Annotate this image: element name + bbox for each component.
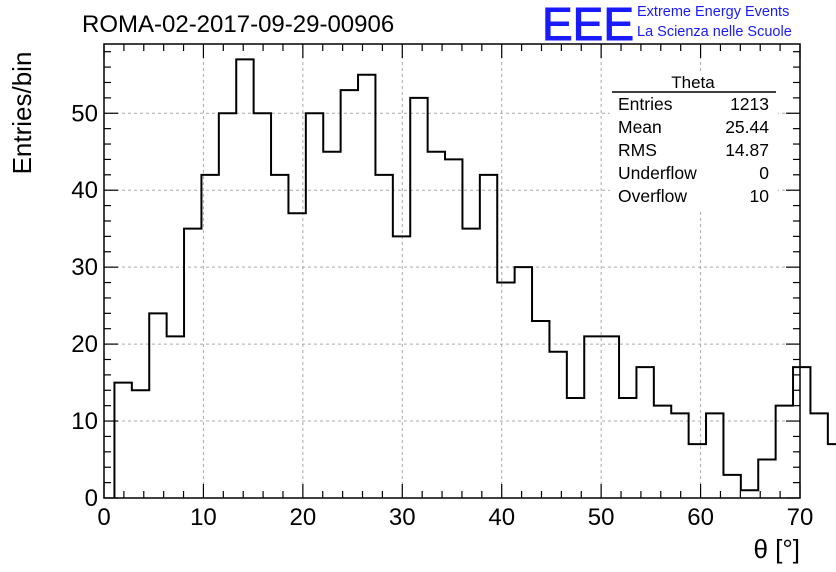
- eee-logo-text: EEE: [542, 2, 634, 42]
- stats-row-value: 1213: [730, 94, 769, 114]
- histogram-line: [113, 58, 836, 498]
- y-axis-label: Entries/bin: [7, 52, 37, 175]
- y-tick-label: 30: [71, 254, 98, 281]
- stats-row-value: 14.87: [725, 140, 769, 160]
- stats-row-label: Mean: [618, 117, 662, 137]
- stats-box-background: [610, 74, 778, 211]
- stats-row-label: Overflow: [618, 186, 687, 206]
- x-tick-label: 20: [290, 504, 317, 531]
- x-tick-label: 30: [389, 504, 416, 531]
- stats-row-label: Underflow: [618, 163, 697, 183]
- stats-box: Theta Entries 1213 Mean 25.44 RMS 14.87 Underf…: [610, 73, 778, 211]
- axis-tick-labels: 0 10 20 30 40 50 60 70 0 10 20 30 40 50: [71, 100, 813, 531]
- brand-line-2: La Scienza nelle Scuole: [637, 24, 792, 40]
- x-tick-label: 70: [787, 504, 814, 531]
- x-tick-label: 10: [190, 504, 217, 531]
- stats-row-value: 25.44: [725, 117, 769, 137]
- x-tick-label: 50: [588, 504, 615, 531]
- x-tick-label: 40: [488, 504, 515, 531]
- y-tick-label: 20: [71, 331, 98, 358]
- chart-title: ROMA-02-2017-09-29-00906: [82, 11, 394, 38]
- y-tick-label: 40: [71, 177, 98, 204]
- stats-row-value: 10: [750, 186, 770, 206]
- stats-title: Theta: [671, 73, 715, 92]
- grid-lines: [104, 44, 800, 498]
- eee-logo-mark: EEE: [542, 0, 635, 51]
- stats-row-label: Entries: [618, 94, 673, 114]
- y-tick-label: 10: [71, 408, 98, 435]
- x-tick-label: 60: [687, 504, 714, 531]
- stats-row-value: 0: [759, 163, 769, 183]
- y-tick-label: 0: [85, 485, 98, 512]
- x-axis-label: θ [°]: [753, 534, 800, 564]
- axis-ticks: [103, 44, 801, 499]
- eee-logo: EEE: [542, 0, 636, 51]
- plot-frame: [103, 43, 801, 499]
- stats-rows: Entries 1213 Mean 25.44 RMS 14.87 Underflow 0 Ov…: [618, 94, 769, 206]
- brand-line-1: Extreme Energy Events: [637, 4, 790, 20]
- x-tick-label: 0: [97, 504, 110, 531]
- y-tick-label: 50: [71, 100, 98, 127]
- stats-row-label: RMS: [618, 140, 657, 160]
